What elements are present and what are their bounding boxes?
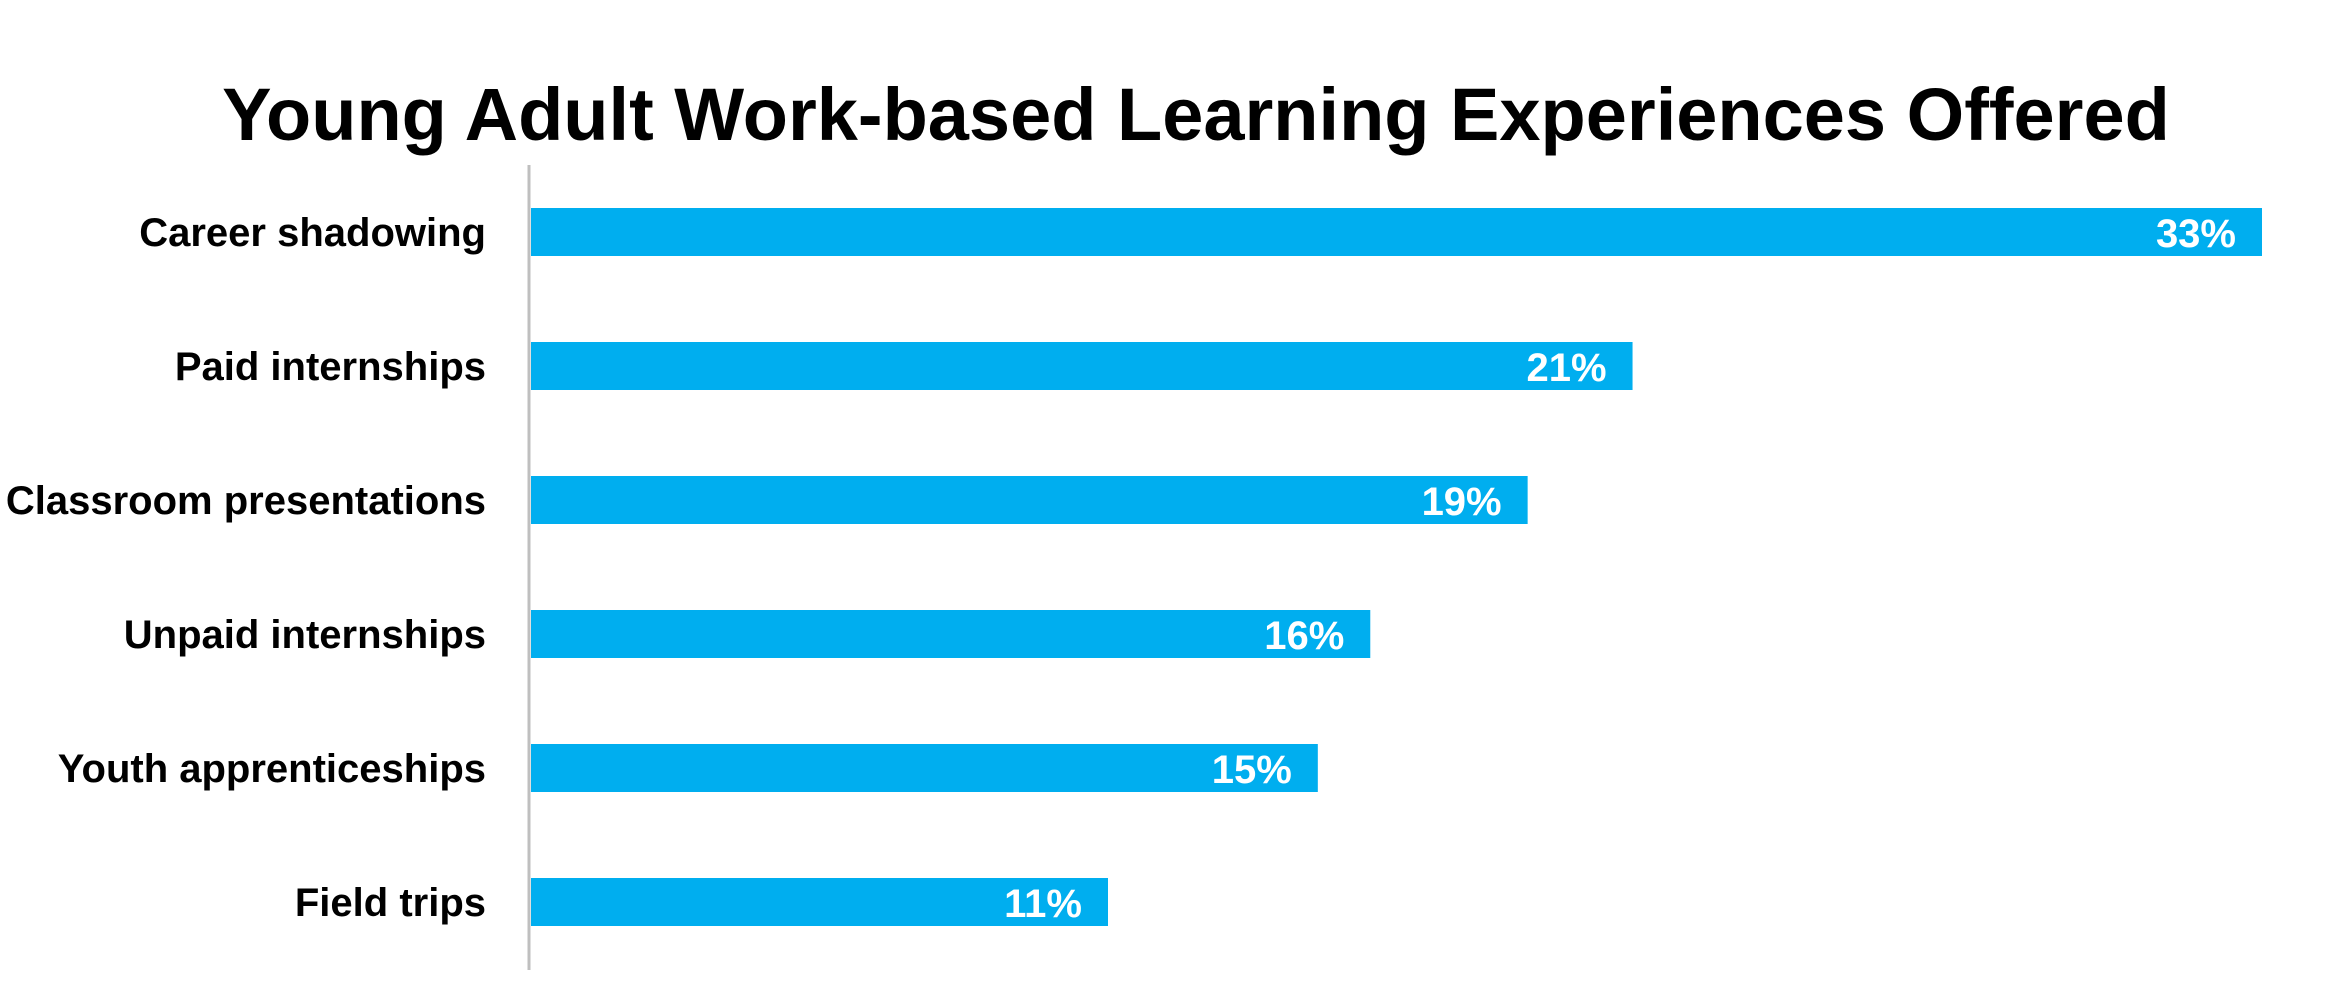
bars-group: Career shadowing 33% Paid internships 21% Cl… <box>6 208 2262 926</box>
bar-row: Field trips 11% <box>295 878 1108 926</box>
category-label: Classroom presentations <box>6 479 486 523</box>
bar-row: Classroom presentations 19% <box>6 476 1528 524</box>
category-label: Paid internships <box>175 345 486 389</box>
bar-value-label: 21% <box>1526 346 1606 390</box>
bar-row: Unpaid internships 16% <box>124 610 1371 658</box>
bar-row: Paid internships 21% <box>175 342 1633 390</box>
bar-row: Youth apprenticeships 15% <box>58 744 1318 792</box>
bar-value-label: 15% <box>1212 748 1292 792</box>
bar <box>531 610 1371 658</box>
bar <box>531 878 1108 926</box>
category-label: Unpaid internships <box>124 613 486 657</box>
bar <box>531 476 1528 524</box>
category-label: Field trips <box>295 881 486 925</box>
category-label: Career shadowing <box>139 211 486 255</box>
bar-value-label: 11% <box>1004 882 1082 926</box>
bar <box>531 744 1318 792</box>
chart-title: Young Adult Work-based Learning Experien… <box>222 73 2170 156</box>
bar-value-label: 16% <box>1264 614 1344 658</box>
bar <box>531 208 2262 256</box>
bar <box>531 342 1633 390</box>
category-label: Youth apprenticeships <box>58 747 486 791</box>
bar-value-label: 19% <box>1422 480 1502 524</box>
bar-row: Career shadowing 33% <box>139 208 2262 256</box>
bar-value-label: 33% <box>2156 212 2236 256</box>
